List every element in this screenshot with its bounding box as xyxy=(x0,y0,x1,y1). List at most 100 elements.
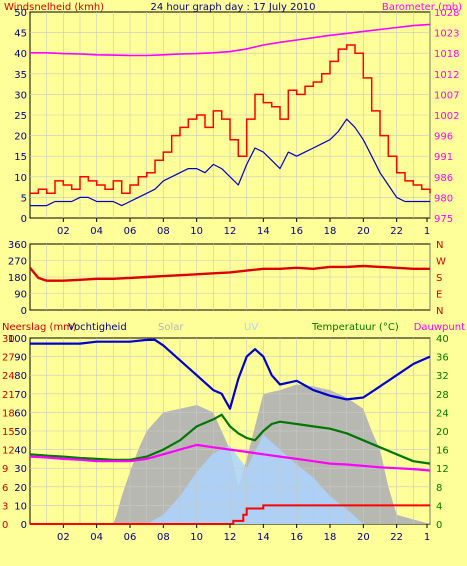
direction-compass-label: N xyxy=(436,240,443,251)
wind-panel-x-tick-label: 10 xyxy=(190,226,203,237)
humidity-y-tick-label: 90 xyxy=(14,353,27,364)
humidity-y-tick-label: 60 xyxy=(14,408,27,419)
wind-panel-x-tick-label: 1 xyxy=(424,226,430,237)
humidity-y-tick-label: 50 xyxy=(14,427,27,438)
temperature-axis-title: Temperatuur (°C) xyxy=(311,322,399,333)
humidity-y-tick-label: 10 xyxy=(14,501,27,512)
temperature-y-tick-label: 20 xyxy=(436,427,449,438)
barometer-y-tick-label: 1002 xyxy=(434,111,459,122)
climate-panel-x-tick-label: 1 xyxy=(424,532,430,543)
temperature-y-tick-label: 40 xyxy=(436,334,449,345)
wind-panel-x-tick-label: 04 xyxy=(90,226,103,237)
climate-panel-x-tick-label: 08 xyxy=(157,532,170,543)
solar-label: Solar xyxy=(158,322,184,333)
wind-direction-line xyxy=(29,264,430,282)
wind-panel-x-tick-label: 14 xyxy=(257,226,270,237)
wind-y-tick-label: 40 xyxy=(14,49,27,60)
rain-axis-title: Neerslag (mm) xyxy=(2,322,77,333)
rain-y-tick-label: 0 xyxy=(2,520,8,531)
direction-y-tick-label: 180 xyxy=(8,273,27,284)
temperature-y-tick-label: 36 xyxy=(436,353,449,364)
wind-y-tick-label: 0 xyxy=(21,214,27,225)
barometer-y-tick-label: 996 xyxy=(434,132,453,143)
direction-y-tick-label: 0 xyxy=(21,306,27,317)
direction-y-tick-label: 90 xyxy=(14,290,27,301)
humidity-line xyxy=(30,338,431,410)
temperature-y-tick-label: 16 xyxy=(436,446,449,457)
rain-y-tick-label: 9 xyxy=(2,464,8,475)
wind-y-tick-label: 20 xyxy=(14,132,27,143)
dewpoint-axis-title: Dauwpunt xyxy=(414,322,465,333)
barometer-y-tick-label: 975 xyxy=(434,214,453,225)
direction-compass-label: N xyxy=(436,306,443,317)
chart-title: 24 hour graph day : 17 July 2010 xyxy=(150,2,315,13)
climate-panel-x-tick-label: 16 xyxy=(290,532,303,543)
humidity-y-tick-label: 80 xyxy=(14,371,27,382)
rain-y-tick-label: 24 xyxy=(2,371,15,382)
wind-panel-x-tick-label: 02 xyxy=(57,226,70,237)
rain-y-tick-label: 30 xyxy=(2,334,15,345)
wind-panel-x-tick-label: 16 xyxy=(290,226,303,237)
barometer-y-tick-label: 991 xyxy=(434,152,453,163)
direction-compass-label: E xyxy=(436,290,442,301)
humidity-y-tick-label: 20 xyxy=(14,483,27,494)
wind-y-tick-label: 50 xyxy=(14,8,27,19)
rain-y-tick-label: 27 xyxy=(2,353,15,364)
wind-y-tick-label: 5 xyxy=(21,193,27,204)
wind-y-tick-label: 15 xyxy=(14,152,27,163)
humidity-y-tick-label: 100 xyxy=(8,334,27,345)
climate-panel-x-tick-label: 02 xyxy=(57,532,70,543)
barometer-y-tick-label: 1012 xyxy=(434,70,459,81)
barometer-y-tick-label: 1023 xyxy=(434,29,459,40)
wind-y-tick-label: 30 xyxy=(14,90,27,101)
rain-y-tick-label: 15 xyxy=(2,427,15,438)
temperature-y-tick-label: 4 xyxy=(436,501,442,512)
climate-panel-x-tick-label: 10 xyxy=(190,532,203,543)
climate-panel-x-tick-label: 22 xyxy=(390,532,403,543)
wind-y-tick-label: 45 xyxy=(14,29,27,40)
wind-panel-x-tick-label: 08 xyxy=(157,226,170,237)
climate-panel-x-tick-label: 18 xyxy=(324,532,337,543)
wind-gust-line xyxy=(30,44,431,195)
rain-y-tick-label: 12 xyxy=(2,446,15,457)
temperature-y-tick-label: 12 xyxy=(436,464,449,475)
rain-y-tick-label: 6 xyxy=(2,483,8,494)
climate-panel-x-tick-label: 14 xyxy=(257,532,270,543)
temperature-y-tick-label: 32 xyxy=(436,371,449,382)
climate-panel-x-tick-label: 20 xyxy=(357,532,370,543)
temperature-y-tick-label: 0 xyxy=(436,520,442,531)
wind-panel-x-tick-label: 06 xyxy=(124,226,137,237)
rain-y-tick-label: 3 xyxy=(2,501,8,512)
rain-line xyxy=(30,504,430,525)
temperature-y-tick-label: 24 xyxy=(436,408,449,419)
wind-axis-title: Windsnelheid (kmh) xyxy=(4,2,104,13)
direction-y-tick-label: 270 xyxy=(8,257,27,268)
wind-average-line xyxy=(30,118,430,207)
barometer-line xyxy=(30,23,431,57)
wind-y-tick-label: 35 xyxy=(14,70,27,81)
temperature-line xyxy=(29,413,431,465)
wind-panel-x-tick-label: 22 xyxy=(390,226,403,237)
humidity-y-tick-label: 0 xyxy=(21,520,27,531)
humidity-axis-title: Vochtigheid xyxy=(68,322,127,333)
humidity-y-tick-label: 70 xyxy=(14,390,27,401)
climate-panel-x-tick-label: 06 xyxy=(124,532,137,543)
barometer-y-tick-label: 1007 xyxy=(434,90,459,101)
wind-panel-x-tick-label: 12 xyxy=(224,226,237,237)
humidity-y-tick-label: 30 xyxy=(14,464,27,475)
humidity-y-tick-label: 40 xyxy=(14,446,27,457)
rain-y-tick-label: 21 xyxy=(2,390,15,401)
climate-panel-x-tick-label: 12 xyxy=(224,532,237,543)
barometer-y-tick-label: 1018 xyxy=(434,49,459,60)
direction-y-tick-label: 360 xyxy=(8,240,27,251)
wind-y-tick-label: 10 xyxy=(14,173,27,184)
wind-panel-x-tick-label: 18 xyxy=(324,226,337,237)
barometer-axis-title: Barometer (mb) xyxy=(382,2,462,13)
uv-label: UV xyxy=(244,322,258,333)
temperature-y-tick-label: 28 xyxy=(436,390,449,401)
temperature-y-tick-label: 8 xyxy=(436,483,442,494)
dewpoint-line xyxy=(29,443,431,472)
barometer-y-tick-label: 986 xyxy=(434,173,453,184)
